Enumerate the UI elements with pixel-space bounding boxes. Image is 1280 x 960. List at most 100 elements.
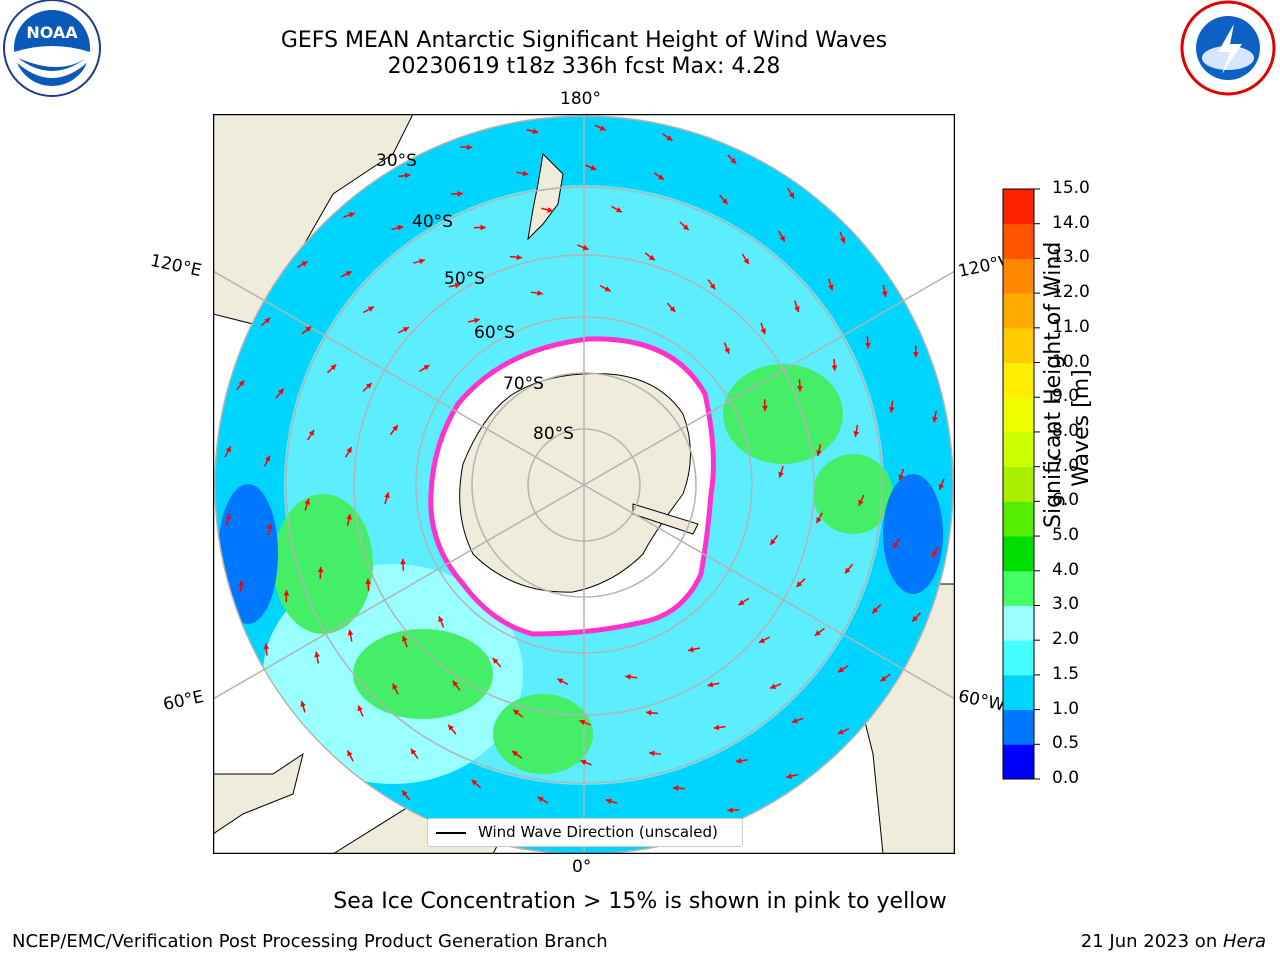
wind-wave-arrowhead: [557, 678, 564, 684]
polar-map: [213, 114, 955, 854]
sea-ice-note: Sea Ice Concentration > 15% is shown in …: [333, 889, 947, 914]
wind-wave-arrowhead: [625, 674, 631, 680]
colorbar-segment: [1003, 640, 1034, 676]
wind-wave-arrowhead: [888, 406, 895, 413]
wind-wave-arrowhead: [786, 773, 793, 779]
wind-wave-arrowhead: [898, 474, 904, 481]
wind-wave-arrowhead: [616, 207, 623, 213]
wind-wave-arrowhead: [912, 352, 919, 358]
wind-wave-arrowhead: [471, 779, 478, 786]
colorbar-segment: [1003, 605, 1034, 641]
wind-wave-arrowhead: [831, 365, 838, 371]
wind-wave-arrowhead: [730, 157, 737, 164]
wind-wave-arrowhead: [932, 416, 938, 423]
wind-wave-arrowhead: [582, 244, 589, 251]
wind-wave-arrowhead: [400, 558, 406, 565]
wind-wave-arrowhead: [365, 383, 372, 389]
colorbar-segment: [1003, 362, 1034, 398]
wind-wave-arrowhead: [402, 790, 408, 797]
wind-wave-arrowhead: [590, 165, 597, 171]
legend-line-swatch: [436, 832, 466, 834]
colorbar-segment: [1003, 431, 1034, 468]
wind-wave-arrowhead: [688, 646, 694, 653]
colorbar-tick-label: 12.0: [1052, 282, 1090, 303]
wind-wave-arrowhead: [347, 750, 353, 757]
wind-wave-arrowhead: [402, 327, 409, 333]
wind-wave-arrowhead: [347, 629, 354, 636]
colorbar-segment: [1003, 536, 1034, 572]
wind-wave-arrowhead: [814, 630, 821, 636]
lat-label-60s: 60°S: [474, 323, 515, 343]
wind-wave-arrowhead: [839, 237, 846, 244]
wind-wave-arrowhead: [513, 709, 520, 716]
wind-wave-arrowhead: [893, 542, 899, 549]
wind-wave-arrowhead: [713, 724, 720, 731]
lon-label-120e: 120°E: [148, 250, 204, 282]
lon-label-60e: 60°E: [161, 686, 206, 716]
chart-title-line2: 20230619 t18z 336h fcst Max: 4.28: [387, 54, 781, 79]
wind-wave-arrowhead: [263, 643, 270, 650]
colorbar-segment: [1003, 258, 1034, 294]
colorbar-segment: [1003, 397, 1034, 433]
wind-wave-arrowhead: [308, 429, 315, 436]
footer-date: 21 Jun 2023 on Hera: [1081, 931, 1266, 952]
wind-wave-arrowhead: [474, 317, 480, 324]
wind-wave-arrowhead: [649, 750, 655, 757]
wind-wave-arrowhead: [672, 785, 679, 792]
colorbar-title-line2: Waves [m]: [1069, 369, 1094, 487]
wind-wave-arrowhead: [682, 224, 689, 231]
wind-wave-arrowhead: [796, 385, 803, 392]
southern-africa-land: [213, 752, 304, 835]
wind-wave-arrowhead: [238, 580, 244, 587]
wind-wave-arrowhead: [844, 567, 851, 574]
colorbar-tick-label: 9.0: [1052, 386, 1080, 407]
wind-wave-arrowhead: [305, 326, 312, 332]
wind-wave-arrowhead: [522, 170, 529, 177]
footer-credit: NCEP/EMC/Verification Post Processing Pr…: [12, 931, 608, 952]
colorbar-tick-label: 0.0: [1052, 768, 1080, 788]
wind-wave-arrowhead: [580, 759, 587, 766]
wind-wave-arrowhead: [466, 144, 473, 151]
wind-wave-arrowhead: [853, 431, 860, 437]
wind-wave-arrowhead: [277, 388, 284, 395]
colorbar-tick-label: 5.0: [1052, 525, 1080, 546]
wind-wave-arrowhead: [419, 258, 425, 265]
wind-wave-arrowhead: [837, 728, 844, 735]
noaa-logo: NOAA: [3, 0, 101, 97]
wind-wave-arrowhead: [721, 198, 728, 205]
wind-wave-arrowhead: [666, 135, 673, 141]
colorbar-segment: [1003, 744, 1034, 780]
nws-logo: [1180, 0, 1276, 96]
colorbar-tick-label: 1.5: [1052, 663, 1080, 684]
lon-label-60w: 60°W: [956, 686, 1007, 716]
wind-wave-arrowhead: [492, 658, 499, 664]
colorbar-segment: [1003, 570, 1034, 606]
wind-wave-arrowhead: [448, 724, 454, 731]
lat-label-50s: 50°S: [444, 269, 485, 289]
colorbar-tick-label: 1.0: [1052, 698, 1080, 719]
wind-wave-arrowhead: [788, 192, 795, 199]
wind-wave-arrowhead: [300, 700, 306, 707]
wind-wave-arrowhead: [314, 651, 320, 658]
wind-wave-arrowhead: [759, 637, 766, 643]
wind-wave-arrowhead: [743, 258, 749, 265]
wind-wave-arrowhead: [762, 405, 768, 412]
wind-wave-arrowhead: [648, 254, 655, 261]
wind-wave-arrowhead: [837, 666, 844, 673]
lat-label-40s: 40°S: [412, 212, 453, 232]
colorbar-segment: [1003, 223, 1034, 259]
wind-wave-arrowhead: [707, 681, 714, 688]
antarctic-peninsula-land: [632, 503, 699, 535]
colorbar-tick-label: 6.0: [1052, 490, 1080, 511]
chart-title-line1: GEFS MEAN Antarctic Significant Height o…: [280, 28, 888, 53]
colorbar-segment: [1003, 709, 1034, 745]
wave-field-low-region-2: [883, 474, 943, 594]
wind-wave-arrowhead: [301, 261, 308, 267]
wind-wave-arrowhead: [912, 615, 918, 622]
wind-wave-arrowhead: [345, 271, 352, 277]
wind-wave-arrowhead: [365, 578, 372, 585]
lat-label-70s: 70°S: [503, 374, 544, 394]
colorbar-title: Significant Height of Wind Waves [m]: [1040, 242, 1096, 528]
wind-wave-arrowhead: [657, 174, 664, 180]
colorbar-tick-label: 7.0: [1052, 455, 1080, 476]
